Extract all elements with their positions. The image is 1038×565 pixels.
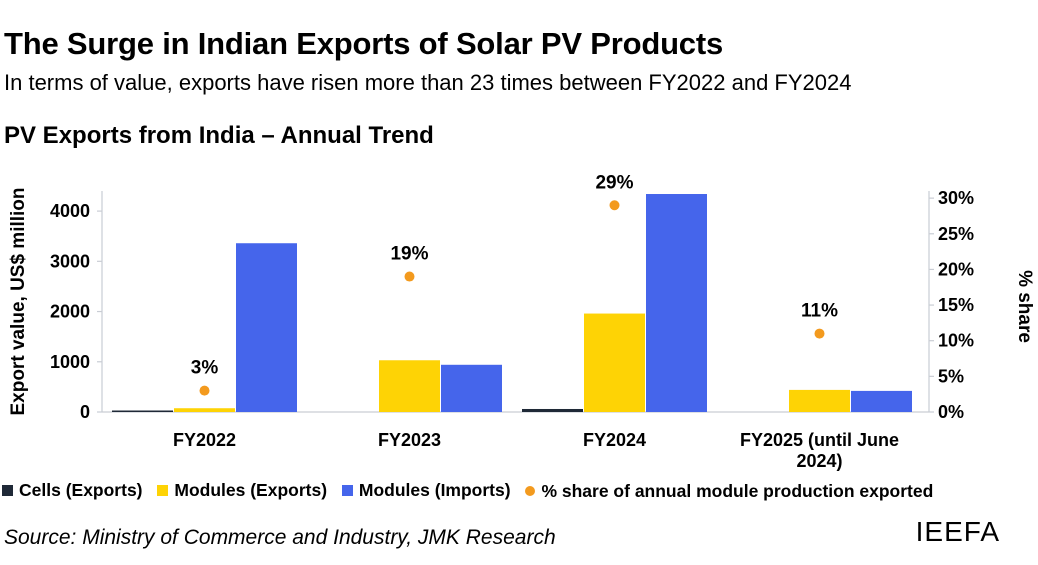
bar-modules-exports xyxy=(174,408,235,412)
y-axis-left-label: Export value, US$ million xyxy=(8,187,29,415)
source-note: Source: Ministry of Commerce and Industr… xyxy=(4,526,556,549)
bar-modules-imports xyxy=(236,243,297,412)
y-tick-right-label: 30% xyxy=(938,188,974,208)
x-tick-label: FY2022 xyxy=(173,430,236,450)
y-tick-right-label: 20% xyxy=(938,259,974,279)
brand-logo: IEEFA xyxy=(915,516,1000,547)
share-point xyxy=(814,328,825,339)
y-tick-right-label: 0% xyxy=(938,402,964,422)
y-tick-left-label: 4000 xyxy=(50,201,90,221)
y-tick-left-label: 1000 xyxy=(50,352,90,372)
bar-modules-imports xyxy=(646,194,707,412)
x-tick-label: 2024) xyxy=(796,451,842,471)
bar-modules-imports xyxy=(441,364,502,412)
chart-legend: Cells (Exports) Modules (Exports) Module… xyxy=(2,480,1038,506)
legend-swatch-modules-exports xyxy=(157,485,169,496)
legend-item-cells: Cells (Exports) xyxy=(2,480,143,501)
chart-title: PV Exports from India – Annual Trend xyxy=(4,122,434,149)
x-tick-label: FY2024 xyxy=(583,430,646,450)
y-tick-left-label: 3000 xyxy=(50,251,90,271)
bar-modules-exports xyxy=(379,360,440,412)
bar-chart: 0 1000 2000 3000 4000 0% 5% 10% 15% 20% 25% 30% Expo… xyxy=(8,172,1035,471)
y-tick-right-label: 10% xyxy=(938,331,974,351)
share-data-label: 29% xyxy=(595,172,633,193)
x-tick-label: FY2025 (until June xyxy=(740,430,899,450)
bar-modules-imports xyxy=(851,390,912,412)
share-data-label: 3% xyxy=(191,358,219,379)
legend-swatch-cells xyxy=(2,485,13,496)
page-subtitle: In terms of value, exports have risen mo… xyxy=(4,70,852,95)
y-tick-left-label: 0 xyxy=(80,402,90,422)
share-data-label: 19% xyxy=(390,244,428,265)
y-axis-right-label: % share xyxy=(1014,270,1035,343)
share-point xyxy=(199,385,210,396)
bar-modules-exports xyxy=(584,313,645,412)
bar-cells-exports xyxy=(112,410,173,412)
legend-label-modules-exports: Modules (Exports) xyxy=(174,480,328,500)
legend-item-share: % share of annual module production expo… xyxy=(525,481,933,502)
x-tick-label: FY2023 xyxy=(378,430,441,450)
y-tick-right-label: 25% xyxy=(938,224,974,244)
bar-cells-exports xyxy=(522,408,583,412)
legend-item-modules-exports: Modules (Exports) xyxy=(157,480,327,501)
share-point xyxy=(404,271,415,282)
y-tick-right-label: 15% xyxy=(938,295,974,315)
legend-swatch-share xyxy=(525,486,536,496)
legend-label-cells: Cells (Exports) xyxy=(19,480,143,500)
legend-label-share: % share of annual module production expo… xyxy=(541,480,934,501)
y-tick-right-label: 5% xyxy=(938,366,964,386)
y-tick-left-label: 2000 xyxy=(50,302,90,322)
legend-swatch-modules-imports xyxy=(341,485,353,496)
legend-item-modules-imports: Modules (Imports) xyxy=(341,480,511,501)
share-data-label: 11% xyxy=(801,301,838,322)
page-title: The Surge in Indian Exports of Solar PV … xyxy=(4,26,724,61)
share-point xyxy=(609,200,620,211)
legend-label-modules-imports: Modules (Imports) xyxy=(358,480,511,500)
bar-modules-exports xyxy=(789,389,850,412)
